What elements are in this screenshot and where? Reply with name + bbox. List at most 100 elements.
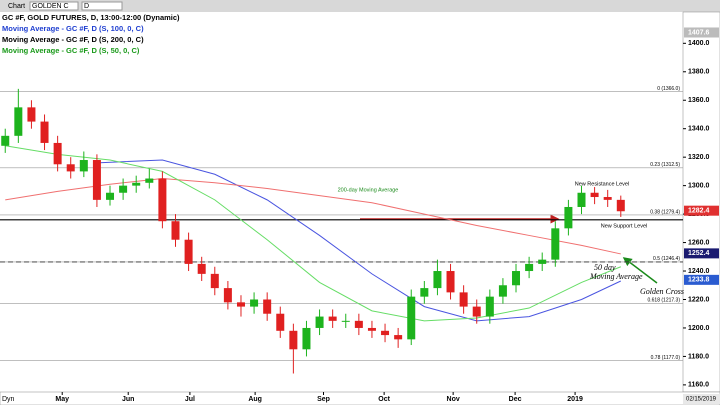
candle-body — [328, 316, 337, 321]
x-tick-label: Dec — [509, 396, 522, 403]
study-header: Moving Average - GC #F, D (S, 200, 0, C) — [2, 35, 144, 44]
candle-body — [302, 327, 311, 350]
symbol-box[interactable] — [29, 1, 79, 11]
candle-body — [590, 192, 599, 198]
annotation: New Resistance Level — [575, 181, 629, 187]
y-tick-label: 1240.0 — [688, 268, 710, 275]
candle-body — [551, 228, 560, 260]
y-tick-label: 1220.0 — [688, 296, 710, 303]
x-tick-label: Aug — [248, 396, 262, 403]
footer-date: 02/15/2019 — [686, 397, 717, 403]
y-tick-label: 1340.0 — [688, 126, 710, 133]
candle-body — [420, 288, 429, 297]
candle-body — [407, 296, 416, 340]
candle-body — [171, 221, 180, 240]
candle-body — [354, 320, 363, 328]
candle-body — [276, 313, 285, 331]
y-tick-label: 1260.0 — [688, 239, 710, 246]
fib-label: 0.23 (1312.5) — [650, 162, 680, 168]
price-axis — [682, 11, 720, 393]
x-tick-label: May — [55, 396, 69, 403]
candle-body — [40, 121, 49, 143]
price-tag-label: 1407.6 — [688, 29, 710, 36]
price-tag-label: 1252.4 — [688, 250, 710, 257]
candle-body — [236, 302, 245, 307]
candle-body — [394, 335, 403, 340]
candle-body — [472, 306, 481, 317]
study-header: GC #F, GOLD FUTURES, D, 13:00-12:00 (Dyn… — [2, 13, 180, 22]
candle-body — [289, 330, 298, 350]
price-tag-label: 1282.4 — [688, 208, 710, 215]
price-tag — [684, 274, 719, 285]
candle-body — [512, 271, 521, 286]
candle-body — [250, 299, 259, 307]
candle-body — [158, 178, 167, 222]
candle-body — [92, 160, 101, 200]
candle-body — [14, 107, 23, 136]
candle-body — [132, 182, 141, 186]
x-tick-label: 2019 — [567, 396, 583, 403]
annotation: 200-day Moving Average — [338, 187, 399, 193]
annotation: 50 day — [594, 263, 616, 272]
candle-body — [315, 316, 324, 328]
y-tick-label: 1200.0 — [688, 325, 710, 332]
moving-average — [5, 178, 621, 255]
fib-label: 0.38 (1279.4) — [650, 209, 680, 215]
y-tick-label: 1360.0 — [688, 97, 710, 104]
moving-average — [5, 145, 621, 322]
candle-body — [263, 299, 272, 314]
candle-body — [498, 285, 507, 297]
price-tag — [684, 248, 719, 259]
y-tick-label: 1400.0 — [688, 40, 710, 47]
y-tick-label: 1320.0 — [688, 154, 710, 161]
candle-body — [210, 273, 219, 289]
candle-body — [433, 271, 442, 289]
candle-body — [197, 263, 206, 274]
candle-body — [538, 259, 547, 264]
annotation: Golden Cross — [640, 287, 684, 296]
candle-body — [341, 320, 350, 322]
annotation: New Support Level — [601, 223, 647, 229]
x-tick-label: Oct — [378, 396, 390, 403]
fib-label: 0.5 (1246.4) — [653, 256, 680, 262]
candle-body — [66, 164, 75, 172]
candle-body — [106, 192, 115, 200]
price-tag — [684, 205, 719, 216]
candle-body — [223, 288, 232, 303]
candle-body — [381, 330, 390, 336]
interval-box[interactable] — [81, 1, 123, 11]
candle-body — [79, 160, 88, 172]
candle-body — [603, 197, 612, 200]
candle-body — [525, 263, 534, 272]
candle-body — [446, 271, 455, 293]
fib-label: 0.78 (1177.0) — [651, 355, 681, 361]
time-axis — [0, 391, 720, 406]
chart-menu[interactable]: Chart — [8, 3, 25, 10]
candle-body — [119, 185, 128, 193]
candle-body — [459, 292, 468, 307]
candle-body — [367, 327, 376, 331]
moving-average — [96, 159, 622, 322]
x-tick-label: Sep — [317, 396, 330, 403]
study-header: Moving Average - GC #F, D (S, 50, 0, C) — [2, 46, 140, 55]
candle-body — [27, 107, 36, 122]
price-tag — [684, 27, 719, 38]
fib-label: 0.618 (1217.3) — [647, 298, 680, 304]
y-tick-label: 1160.0 — [688, 382, 709, 389]
annotation: Moving Average — [589, 272, 643, 281]
y-tick-label: 1180.0 — [688, 353, 709, 360]
toolbar — [0, 0, 720, 12]
symbol-input[interactable]: GOLDEN C — [32, 3, 69, 10]
study-header: Moving Average - GC #F, D (S, 100, 0, C) — [2, 24, 144, 33]
candle-body — [577, 192, 586, 207]
candle-body — [145, 178, 154, 183]
fib-label: 0 (1366.0) — [657, 86, 680, 92]
date-box — [683, 394, 720, 404]
interval-input[interactable]: D — [84, 3, 89, 10]
footer-left: Dyn — [2, 396, 15, 403]
candle-body — [616, 199, 625, 212]
candle-body — [184, 239, 193, 264]
y-tick-label: 1380.0 — [688, 69, 710, 76]
candle-body — [1, 135, 10, 146]
